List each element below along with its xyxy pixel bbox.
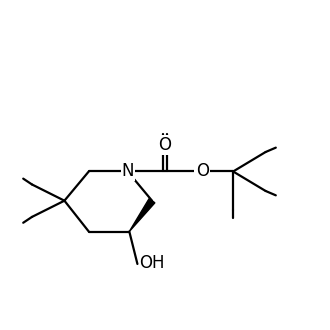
Text: O: O: [158, 136, 172, 154]
Text: N: N: [121, 162, 134, 181]
Text: O: O: [196, 162, 209, 181]
Polygon shape: [129, 199, 155, 232]
Text: OH: OH: [139, 254, 165, 272]
